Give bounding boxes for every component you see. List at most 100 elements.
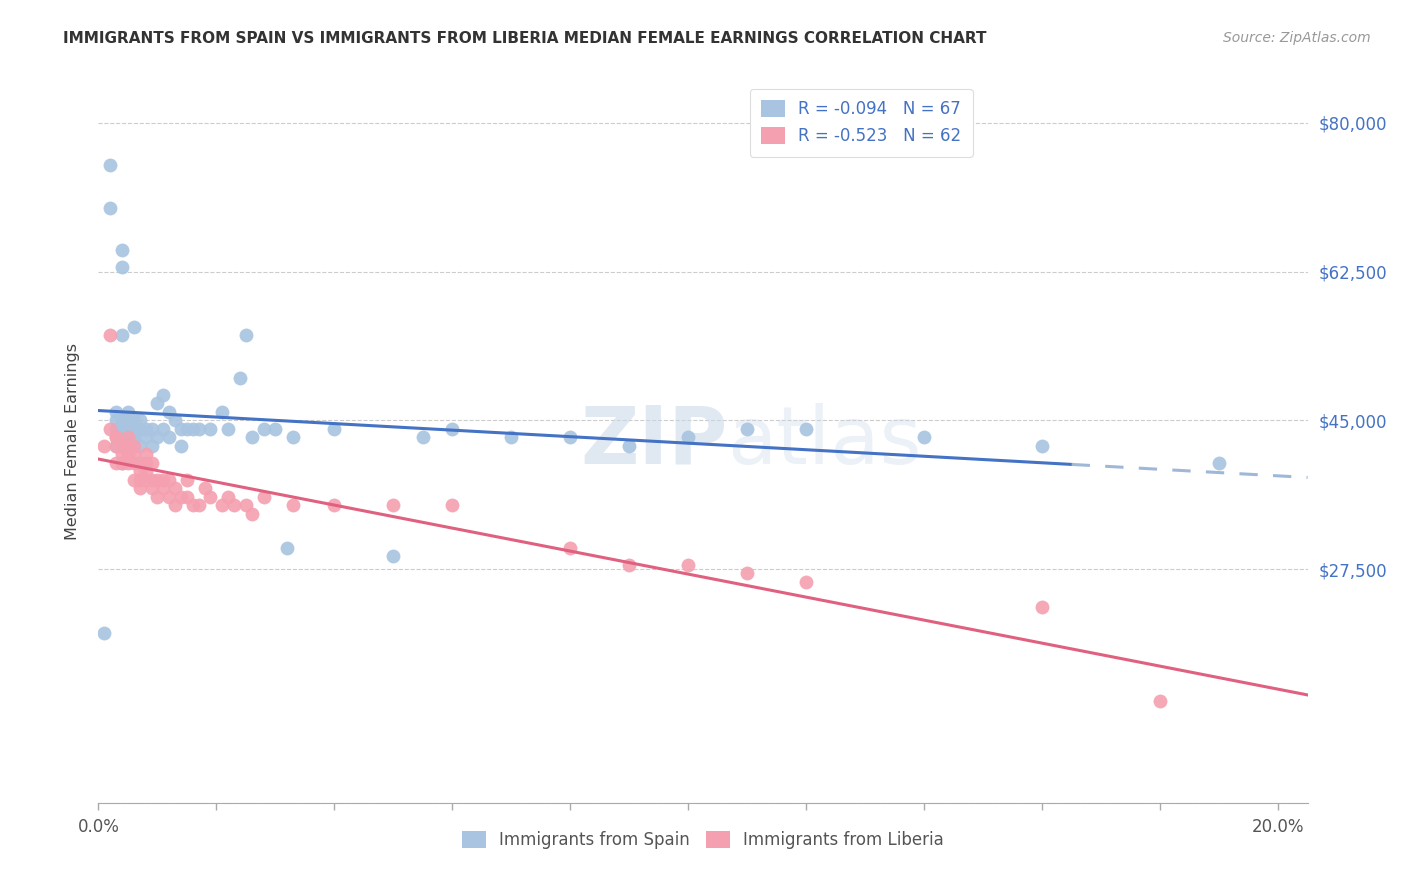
Point <box>146 473 169 487</box>
Point <box>117 447 139 461</box>
Point <box>264 422 287 436</box>
Point <box>1031 439 1053 453</box>
Point <box>157 405 180 419</box>
Point <box>252 490 274 504</box>
Point <box>105 413 128 427</box>
Point <box>135 456 157 470</box>
Point <box>105 456 128 470</box>
Point <box>165 481 187 495</box>
Point <box>128 439 150 453</box>
Point <box>105 405 128 419</box>
Point <box>157 473 180 487</box>
Point <box>678 558 700 572</box>
Point <box>1208 456 1230 470</box>
Point <box>128 422 150 436</box>
Point <box>1031 600 1053 615</box>
Point <box>117 439 139 453</box>
Point <box>135 473 157 487</box>
Point <box>281 430 304 444</box>
Point <box>1149 694 1171 708</box>
Point <box>382 498 405 512</box>
Point <box>141 481 163 495</box>
Point <box>122 430 145 444</box>
Point <box>200 490 222 504</box>
Point <box>152 473 174 487</box>
Point <box>128 456 150 470</box>
Point <box>187 498 209 512</box>
Point <box>157 490 180 504</box>
Point <box>128 473 150 487</box>
Point <box>141 439 163 453</box>
Point <box>382 549 405 564</box>
Point <box>441 498 464 512</box>
Point <box>217 422 239 436</box>
Point <box>122 447 145 461</box>
Point <box>252 422 274 436</box>
Point <box>146 430 169 444</box>
Point <box>98 201 121 215</box>
Point <box>111 413 134 427</box>
Point <box>128 481 150 495</box>
Point <box>122 430 145 444</box>
Point <box>176 473 198 487</box>
Point <box>794 422 817 436</box>
Point <box>105 422 128 436</box>
Point <box>157 430 180 444</box>
Point <box>152 481 174 495</box>
Point <box>128 422 150 436</box>
Point <box>93 625 115 640</box>
Point <box>122 413 145 427</box>
Point <box>111 439 134 453</box>
Point <box>200 422 222 436</box>
Text: atlas: atlas <box>727 402 921 481</box>
Point <box>794 574 817 589</box>
Text: IMMIGRANTS FROM SPAIN VS IMMIGRANTS FROM LIBERIA MEDIAN FEMALE EARNINGS CORRELAT: IMMIGRANTS FROM SPAIN VS IMMIGRANTS FROM… <box>63 31 987 46</box>
Point <box>98 328 121 343</box>
Point <box>735 566 758 581</box>
Point <box>111 260 134 275</box>
Point <box>122 319 145 334</box>
Point <box>181 422 204 436</box>
Point <box>117 405 139 419</box>
Y-axis label: Median Female Earnings: Median Female Earnings <box>65 343 80 540</box>
Point <box>619 439 641 453</box>
Text: Source: ZipAtlas.com: Source: ZipAtlas.com <box>1223 31 1371 45</box>
Point <box>211 498 233 512</box>
Point <box>135 464 157 478</box>
Point <box>117 422 139 436</box>
Point <box>122 422 145 436</box>
Point <box>111 447 134 461</box>
Point <box>98 422 121 436</box>
Point <box>111 422 134 436</box>
Point <box>128 464 150 478</box>
Point <box>111 456 134 470</box>
Point <box>122 473 145 487</box>
Point <box>105 430 128 444</box>
Point <box>117 456 139 470</box>
Point <box>441 422 464 436</box>
Point <box>412 430 434 444</box>
Point <box>560 541 582 555</box>
Point <box>122 439 145 453</box>
Point <box>111 244 134 258</box>
Point <box>117 430 139 444</box>
Point <box>135 422 157 436</box>
Point <box>111 456 134 470</box>
Point <box>141 473 163 487</box>
Point <box>170 490 193 504</box>
Point <box>170 439 193 453</box>
Point <box>181 498 204 512</box>
Point <box>235 328 257 343</box>
Point <box>323 498 346 512</box>
Point <box>211 405 233 419</box>
Point <box>176 422 198 436</box>
Point <box>323 422 346 436</box>
Point <box>105 439 128 453</box>
Point <box>122 456 145 470</box>
Point <box>117 439 139 453</box>
Point <box>619 558 641 572</box>
Point <box>165 413 187 427</box>
Point <box>276 541 298 555</box>
Point <box>111 328 134 343</box>
Point <box>678 430 700 444</box>
